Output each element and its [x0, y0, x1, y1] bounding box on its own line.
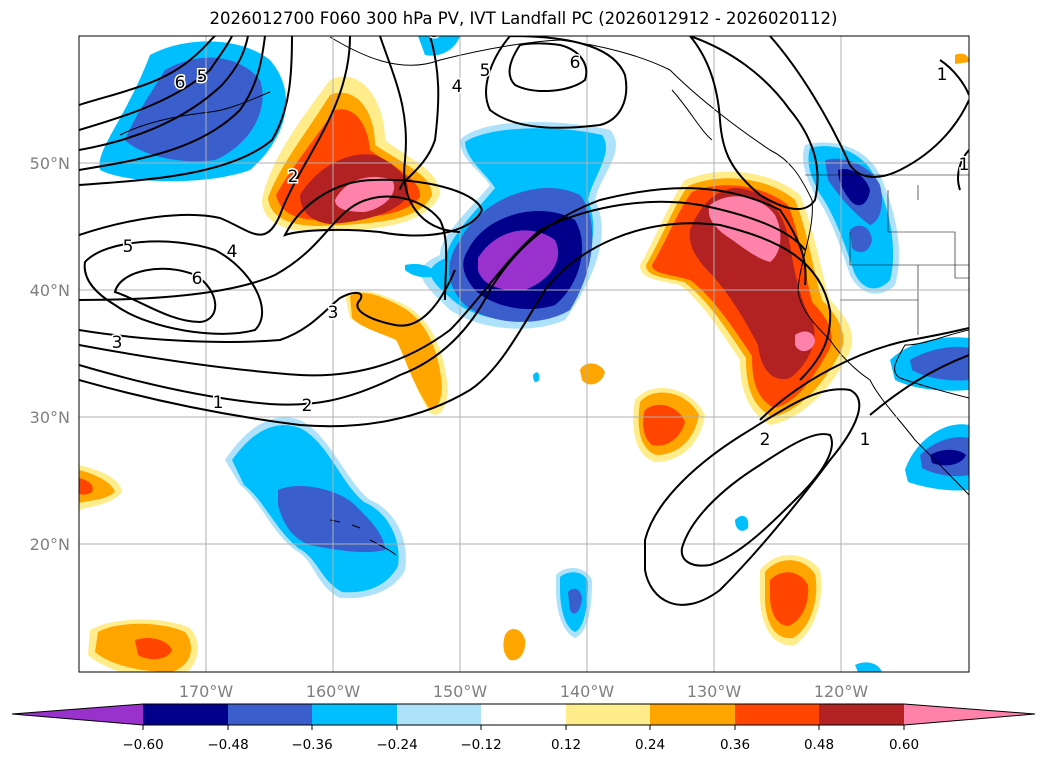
lat-label: 40°N — [30, 281, 70, 300]
colorbar-cell — [397, 704, 481, 725]
contour-label: 3 — [112, 333, 123, 353]
lon-label: 130°W — [687, 682, 742, 701]
contour-label: 2 — [302, 396, 313, 416]
map-title: 2026012700 F060 300 hPa PV, IVT Landfall… — [209, 9, 838, 28]
latitude-labels: 50°N 40°N 30°N 20°N — [30, 154, 70, 554]
colorbar-cells — [12, 704, 1035, 725]
colorbar-tick-labels: −0.60 −0.48 −0.36 −0.24 −0.12 0.12 0.24 … — [122, 737, 919, 753]
colorbar-tick-label: −0.48 — [207, 737, 248, 753]
contour-label: 5 — [197, 67, 208, 87]
contour-label: 5 — [123, 237, 134, 257]
colorbar-tick-label: 0.36 — [720, 737, 750, 753]
contour-label: 5 — [480, 61, 491, 81]
ivt-contours — [79, 36, 969, 606]
lat-label: 30°N — [30, 408, 70, 427]
colorbar-cell — [481, 704, 566, 725]
contour-label: 6 — [175, 73, 186, 93]
contour-label: 3 — [430, 22, 441, 42]
colorbar-tick-label: 0.24 — [635, 737, 665, 753]
contour-labels: 6 5 6 2 3 4 5 6 5 4 3 3 1 2 2 1 1 1 — [110, 22, 970, 452]
gridlines — [79, 36, 969, 672]
colorbar-cell — [650, 704, 735, 725]
colorbar-cell — [566, 704, 650, 725]
contour-label: 1 — [937, 65, 948, 85]
lon-label: 150°W — [433, 682, 488, 701]
lon-label: 170°W — [179, 682, 234, 701]
colorbar-tick-label: 0.12 — [551, 737, 581, 753]
colorbar-tick-label: 0.48 — [804, 737, 834, 753]
contour-label: 1 — [959, 155, 970, 175]
colorbar-tick-label: 0.60 — [889, 737, 919, 753]
coastlines — [119, 36, 969, 556]
colorbar-cell — [143, 704, 228, 725]
lon-label: 120°W — [814, 682, 869, 701]
lat-label: 20°N — [30, 535, 70, 554]
contour-label: 2 — [288, 167, 299, 187]
lon-label: 160°W — [306, 682, 361, 701]
contour-label: 4 — [227, 242, 238, 262]
contour-label: 4 — [452, 77, 463, 97]
colorbar-cell — [12, 704, 143, 725]
colorbar-tick-label: −0.24 — [376, 737, 417, 753]
contour-label: 6 — [570, 53, 581, 73]
colorbar-tick-label: −0.12 — [460, 737, 501, 753]
map-frame — [78, 35, 970, 673]
lat-label: 50°N — [30, 154, 70, 173]
contour-label: 6 — [192, 269, 203, 289]
contour-label: 1 — [860, 430, 871, 450]
colorbar-ticks — [142, 725, 905, 730]
longitude-labels: 170°W 160°W 150°W 140°W 130°W 120°W — [179, 682, 869, 701]
contour-label: 2 — [760, 430, 771, 450]
colorbar-cell — [228, 704, 312, 725]
colorbar-cell — [312, 704, 397, 725]
contour-label: 3 — [328, 303, 339, 323]
colorbar: −0.60 −0.48 −0.36 −0.24 −0.12 0.12 0.24 … — [11, 703, 1036, 753]
colorbar-cell — [735, 704, 819, 725]
colorbar-cell — [819, 704, 904, 725]
colorbar-cell — [904, 704, 1035, 725]
colorbar-tick-label: −0.60 — [122, 737, 163, 753]
contour-label: 1 — [213, 393, 224, 413]
lon-label: 140°W — [560, 682, 615, 701]
colorbar-tick-label: −0.36 — [291, 737, 332, 753]
